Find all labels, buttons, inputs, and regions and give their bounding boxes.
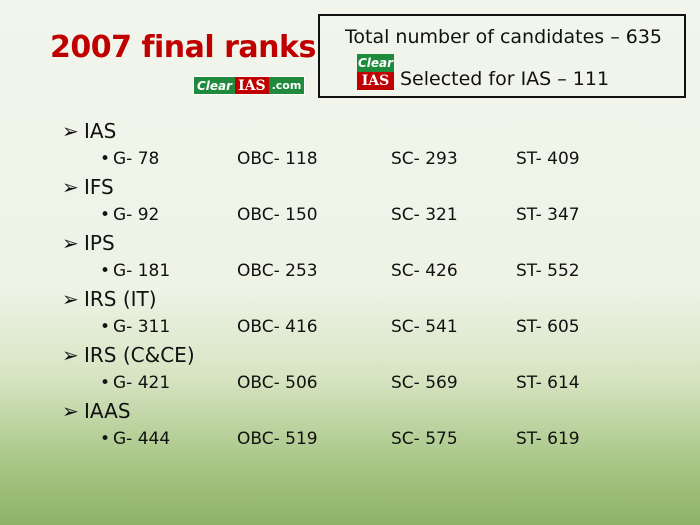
bullet-icon: • bbox=[100, 149, 111, 169]
st-rank: ST- 619 bbox=[516, 429, 580, 449]
clearias-mini-logo: Clear IAS bbox=[357, 54, 394, 90]
arrow-bullet-icon: ➢ bbox=[62, 119, 79, 143]
arrow-bullet-icon: ➢ bbox=[62, 343, 79, 367]
general-rank: G- 444 bbox=[113, 429, 171, 449]
bullet-icon: • bbox=[100, 317, 111, 337]
bullet-icon: • bbox=[100, 205, 111, 225]
sc-rank: SC- 293 bbox=[391, 149, 458, 169]
obc-rank: OBC- 416 bbox=[237, 317, 318, 337]
logo-ias: IAS bbox=[235, 77, 269, 94]
logo-com: .com bbox=[268, 77, 305, 94]
obc-rank: OBC- 118 bbox=[237, 149, 318, 169]
sc-rank: SC- 569 bbox=[391, 373, 458, 393]
bullet-icon: • bbox=[100, 261, 111, 281]
section-heading: ➢ IFS bbox=[62, 175, 114, 199]
general-rank: G- 311 bbox=[113, 317, 171, 337]
obc-rank: OBC- 519 bbox=[237, 429, 318, 449]
st-rank: ST- 605 bbox=[516, 317, 580, 337]
mini-logo-ias: IAS bbox=[357, 72, 394, 90]
section-name: IAAS bbox=[84, 399, 131, 423]
sc-rank: SC- 426 bbox=[391, 261, 458, 281]
section-name: IRS (IT) bbox=[84, 287, 157, 311]
section-heading: ➢ IAAS bbox=[62, 399, 131, 423]
general-rank: G- 92 bbox=[113, 205, 160, 225]
section-name: IRS (C&CE) bbox=[84, 343, 195, 367]
general-rank: G- 181 bbox=[113, 261, 171, 281]
st-rank: ST- 552 bbox=[516, 261, 580, 281]
mini-logo-clear: Clear bbox=[357, 54, 394, 72]
info-box: Total number of candidates – 635 Clear I… bbox=[318, 14, 686, 98]
obc-rank: OBC- 506 bbox=[237, 373, 318, 393]
general-rank: G- 421 bbox=[113, 373, 171, 393]
section-heading: ➢ IRS (C&CE) bbox=[62, 343, 195, 367]
section-name: IAS bbox=[84, 119, 117, 143]
arrow-bullet-icon: ➢ bbox=[62, 231, 79, 255]
section-name: IFS bbox=[84, 175, 114, 199]
st-rank: ST- 409 bbox=[516, 149, 580, 169]
general-rank: G- 78 bbox=[113, 149, 160, 169]
section-heading: ➢ IRS (IT) bbox=[62, 287, 157, 311]
sc-rank: SC- 321 bbox=[391, 205, 458, 225]
section-heading: ➢ IPS bbox=[62, 231, 115, 255]
selected-ias: Selected for IAS – 111 bbox=[400, 68, 610, 90]
sc-rank: SC- 541 bbox=[391, 317, 458, 337]
section-heading: ➢ IAS bbox=[62, 119, 116, 143]
total-candidates: Total number of candidates – 635 bbox=[345, 26, 663, 48]
obc-rank: OBC- 150 bbox=[237, 205, 318, 225]
arrow-bullet-icon: ➢ bbox=[62, 175, 79, 199]
arrow-bullet-icon: ➢ bbox=[62, 399, 79, 423]
bullet-icon: • bbox=[100, 429, 111, 449]
st-rank: ST- 614 bbox=[516, 373, 580, 393]
arrow-bullet-icon: ➢ bbox=[62, 287, 79, 311]
st-rank: ST- 347 bbox=[516, 205, 580, 225]
bullet-icon: • bbox=[100, 373, 111, 393]
obc-rank: OBC- 253 bbox=[237, 261, 318, 281]
clearias-logo: Clear IAS .com bbox=[193, 76, 306, 95]
logo-clear: Clear bbox=[194, 77, 236, 94]
section-name: IPS bbox=[84, 231, 115, 255]
slide-title: 2007 final ranks bbox=[50, 30, 316, 65]
sc-rank: SC- 575 bbox=[391, 429, 458, 449]
